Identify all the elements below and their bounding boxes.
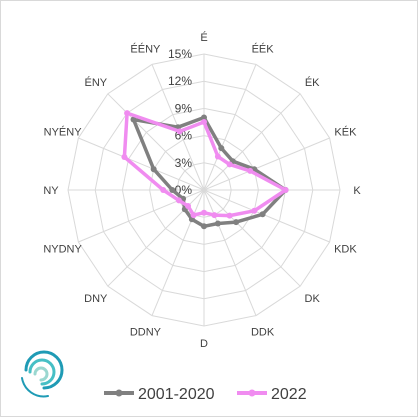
- radial-tick-label: 12%: [168, 74, 192, 88]
- grid-spoke: [203, 137, 330, 191]
- grid-spoke: [203, 189, 301, 287]
- direction-label: ÉK: [305, 76, 320, 89]
- radial-tick-label: 15%: [168, 47, 192, 61]
- direction-label: DDK: [251, 326, 275, 338]
- direction-label: DDNY: [130, 326, 162, 338]
- data-point: [169, 187, 176, 193]
- grid-spoke: [203, 93, 301, 191]
- direction-label: É: [200, 31, 207, 44]
- direction-label: K: [353, 185, 361, 197]
- data-point: [251, 207, 258, 214]
- logo-icon: [21, 350, 64, 398]
- data-point: [226, 161, 233, 168]
- grid-spoke: [203, 189, 257, 316]
- data-point: [176, 128, 183, 135]
- direction-label: DK: [305, 293, 321, 305]
- data-point: [259, 211, 266, 218]
- data-point: [282, 187, 289, 193]
- legend-label: 2022: [271, 386, 307, 403]
- direction-label: ÉÉK: [252, 43, 275, 56]
- data-point: [214, 153, 221, 160]
- legend-marker: [115, 389, 123, 397]
- data-point: [124, 110, 131, 117]
- data-point: [226, 212, 233, 219]
- grid-spoke: [203, 189, 330, 243]
- data-point: [218, 145, 225, 152]
- direction-labels: É ÉÉK ÉK KÉK K KDK DK DDK D DDNY DNY NYDNY NY NYÉNY ÉN…: [43, 31, 361, 350]
- legend: 2001-2020 2022: [104, 386, 307, 403]
- direction-label: D: [200, 338, 208, 350]
- direction-label: ÉÉNY: [130, 43, 161, 56]
- direction-label: NY: [43, 185, 59, 197]
- radial-tick-label: 9%: [175, 101, 193, 115]
- data-point: [150, 166, 157, 173]
- series-2: [121, 110, 289, 219]
- direction-label: NYÉNY: [44, 125, 83, 138]
- legend-label: 2001-2020: [138, 386, 215, 403]
- direction-label: ÉNY: [84, 76, 107, 89]
- radial-tick-label: 3%: [175, 156, 193, 170]
- direction-label: DNY: [84, 293, 108, 305]
- series-line: [122, 111, 288, 218]
- data-point: [175, 197, 182, 204]
- data-point: [201, 114, 207, 121]
- grid-spoke: [151, 189, 205, 316]
- series-layer: [121, 110, 289, 230]
- grid-spoke: [203, 64, 257, 191]
- data-point: [160, 187, 167, 193]
- direction-label: KDK: [334, 244, 357, 256]
- data-point: [190, 212, 197, 219]
- data-point: [233, 219, 240, 226]
- data-point: [130, 116, 137, 123]
- direction-label: KÉK: [334, 125, 357, 138]
- data-point: [201, 209, 207, 216]
- direction-label: NYDNY: [43, 244, 82, 256]
- data-point: [201, 119, 207, 125]
- data-point: [247, 167, 254, 174]
- data-point: [211, 212, 218, 219]
- data-point: [214, 220, 221, 227]
- radar-grid: [67, 53, 341, 327]
- data-point: [201, 223, 207, 230]
- grid-spoke: [78, 137, 205, 191]
- data-point: [185, 203, 191, 209]
- grid-spoke: [107, 93, 205, 191]
- radial-tick-labels: 0%3%6%9%12%15%: [168, 47, 192, 197]
- data-point: [121, 154, 128, 160]
- legend-marker: [248, 389, 256, 397]
